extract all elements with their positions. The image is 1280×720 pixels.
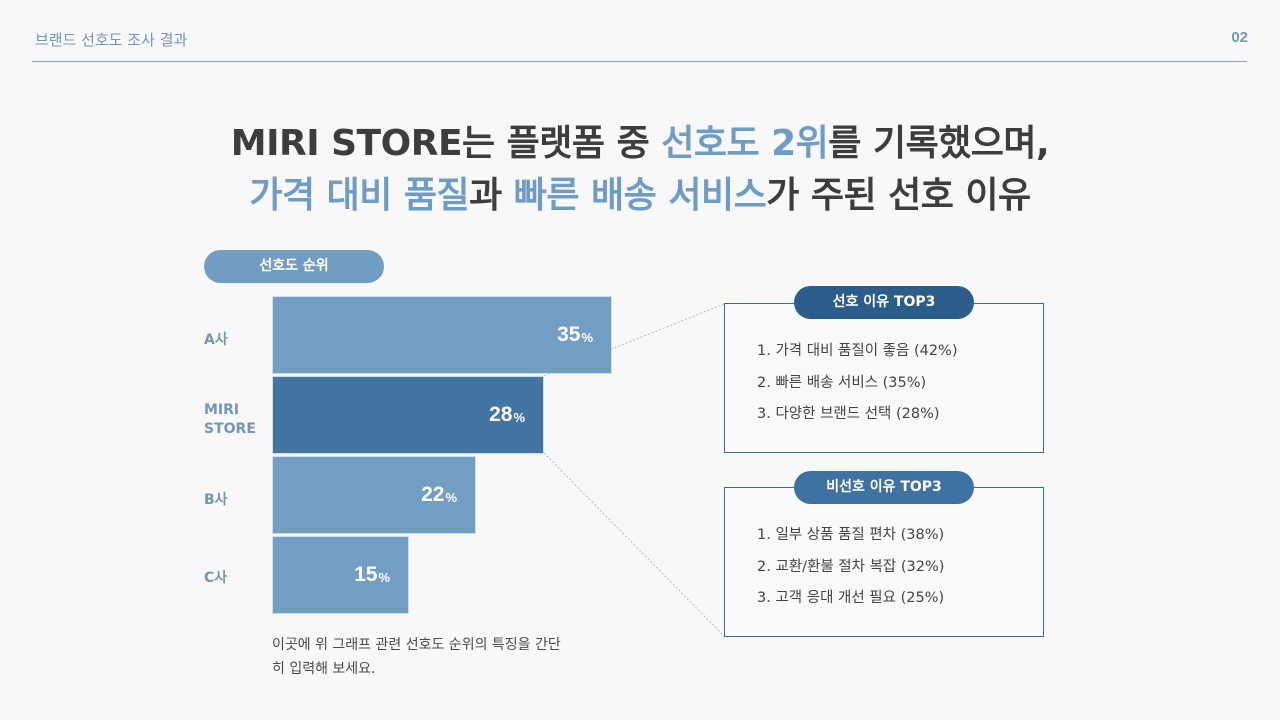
headline: MIRI STORE는 플랫폼 중 선호도 2위를 기록했으며, 가격 대비 품… — [0, 118, 1280, 222]
list-item: 1. 가격 대비 품질이 좋음 (42%) — [757, 343, 958, 359]
bar-c: 15% — [272, 536, 409, 614]
bar-label-c: C사 — [204, 570, 228, 586]
non-preference-reasons-title: 비선호 이유 TOP3 — [794, 471, 974, 504]
bar-value: 15 — [354, 563, 378, 586]
bar-unit: % — [445, 489, 457, 505]
bar-value: 28 — [489, 403, 513, 426]
list-item: 3. 다양한 브랜드 선택 (28%) — [757, 406, 940, 422]
headline-text: 과 — [469, 175, 514, 216]
headline-text: 를 기록했으며, — [828, 123, 1050, 164]
chart-note[interactable]: 이곳에 위 그래프 관련 선호도 순위의 특징을 간단히 입력해 보세요. — [272, 637, 561, 677]
headline-line-1: MIRI STORE는 플랫폼 중 선호도 2위를 기록했으며, — [0, 118, 1280, 170]
headline-highlight: 선호도 2위 — [661, 123, 829, 164]
list-item: 2. 교환/환불 절차 복잡 (32%) — [757, 558, 945, 575]
non-preference-reasons-box: 1. 일부 상품 품질 편차 (38%) 2. 교환/환불 절차 복잡 (32%… — [724, 487, 1044, 637]
preference-reasons-list: 1. 가격 대비 품질이 좋음 (42%) 2. 빠른 배송 서비스 (35%)… — [757, 336, 957, 431]
list-item: 3. 고객 응대 개선 필요 (25%) — [757, 590, 945, 606]
list-item: 2. 빠른 배송 서비스 (35%) — [757, 374, 927, 391]
page-number: 02 — [1231, 29, 1248, 46]
bar-label-line: STORE — [204, 421, 256, 437]
header-title: 브랜드 선호도 조사 결과 — [35, 31, 188, 49]
bar-a: 35% — [272, 296, 612, 374]
bar-label-line: MIRI — [204, 402, 240, 418]
headline-text: 가 주된 선호 이유 — [766, 175, 1031, 216]
headline-text: MIRI STORE는 플랫폼 중 — [230, 123, 662, 164]
bar-value: 22 — [421, 483, 445, 506]
headline-line-2: 가격 대비 품질과 빠른 배송 서비스가 주된 선호 이유 — [0, 170, 1280, 222]
bar-label-b: B사 — [204, 492, 228, 508]
chart-section-label: 선호도 순위 — [204, 250, 384, 283]
non-preference-reasons-list: 1. 일부 상품 품질 편차 (38%) 2. 교환/환불 절차 복잡 (32%… — [757, 520, 944, 615]
bar-label-miri-store: MIRI STORE — [204, 401, 264, 439]
bar-unit: % — [581, 329, 593, 345]
bar-miri-store: 28% — [272, 376, 544, 454]
bar-unit: % — [513, 409, 525, 425]
bar-value: 35 — [557, 323, 581, 346]
header-divider — [32, 61, 1247, 62]
list-item: 1. 일부 상품 품질 편차 (38%) — [757, 527, 945, 543]
bar-unit: % — [378, 569, 390, 585]
headline-highlight: 빠른 배송 서비스 — [513, 175, 767, 216]
preference-reasons-title: 선호 이유 TOP3 — [794, 286, 974, 319]
bar-b: 22% — [272, 456, 476, 534]
bar-label-a: A사 — [204, 332, 228, 348]
headline-highlight: 가격 대비 품질 — [249, 175, 470, 216]
preference-reasons-box: 1. 가격 대비 품질이 좋음 (42%) 2. 빠른 배송 서비스 (35%)… — [724, 303, 1044, 453]
